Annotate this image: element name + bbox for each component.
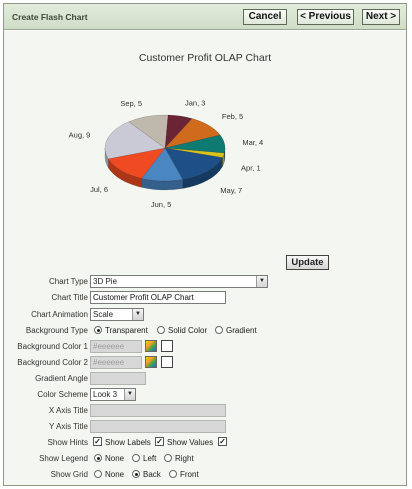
legend-right-radio[interactable] <box>164 454 172 462</box>
pie-slice <box>164 147 223 180</box>
grid-back-radio[interactable] <box>132 470 140 478</box>
color-swatch <box>161 340 173 352</box>
show-grid-label: Show Grid <box>50 470 88 479</box>
chart-animation-value: Scale <box>93 310 114 319</box>
show-hints-checkbox[interactable]: ✓ <box>93 437 102 446</box>
dropdown-arrow-icon: ▼ <box>256 276 267 287</box>
y-axis-title-input[interactable] <box>90 420 226 433</box>
slice-data-label: Apr, 1 <box>241 163 261 172</box>
show-labels-checkbox[interactable]: ✓ <box>155 437 164 446</box>
pie-slice <box>107 147 166 179</box>
legend-left-label: Left <box>143 454 157 463</box>
update-button[interactable]: Update <box>286 255 329 270</box>
chart-type-value: 3D Pie <box>93 277 118 286</box>
gradient-angle-input[interactable] <box>90 372 146 385</box>
color-picker-icon[interactable] <box>145 340 157 352</box>
background-color-1-input[interactable]: #eeeeee <box>90 340 142 353</box>
pie-slice <box>164 134 226 154</box>
legend-right-label: Right <box>175 454 194 463</box>
color-scheme-label: Color Scheme <box>37 390 88 399</box>
color-scheme-select[interactable]: Look 3 ▼ <box>90 388 136 401</box>
chart-title: Customer Profit OLAP Chart <box>138 52 272 64</box>
pie-slice <box>164 114 193 149</box>
wizard-header: Create Flash Chart Cancel < Previous Nex… <box>4 4 406 30</box>
background-color-1-label: Background Color 1 <box>17 342 88 351</box>
show-hints-label: Show Hints <box>47 438 88 447</box>
pie-slice <box>128 114 169 149</box>
show-values-checkbox[interactable]: ✓ <box>218 437 227 446</box>
next-button[interactable]: Next > <box>362 9 400 25</box>
show-labels-label: Show Labels <box>105 438 151 447</box>
dropdown-arrow-icon: ▼ <box>124 389 135 400</box>
chart-type-select[interactable]: 3D Pie ▼ <box>90 275 268 288</box>
chart-animation-label: Chart Animation <box>31 310 88 319</box>
grid-none-label: None <box>105 470 125 479</box>
slice-data-label: Jul, 6 <box>90 185 108 194</box>
background-transparent-radio[interactable] <box>94 326 102 334</box>
pie-slice <box>164 118 221 149</box>
slice-data-label: Mar, 4 <box>242 138 263 147</box>
background-solid-label: Solid Color <box>168 326 208 335</box>
chart-title-label: Chart Title <box>51 293 88 302</box>
background-gradient-label: Gradient <box>226 326 257 335</box>
dialog-title: Create Flash Chart <box>12 12 88 22</box>
wizard-content: Customer Profit OLAP Chart Jan, 3 Feb, 5 M… <box>4 31 406 485</box>
previous-button[interactable]: < Previous <box>297 9 354 25</box>
chart-title-input[interactable]: Customer Profit OLAP Chart <box>90 291 226 304</box>
x-axis-title-label: X Axis Title <box>48 406 88 415</box>
slice-data-label: Sep, 5 <box>120 99 142 108</box>
background-gradient-radio[interactable] <box>215 326 223 334</box>
pie-slice <box>141 147 184 182</box>
show-values-label: Show Values <box>167 438 214 447</box>
slice-data-label: May, 7 <box>220 186 242 195</box>
grid-back-label: Back <box>143 470 161 479</box>
color-swatch <box>161 356 173 368</box>
legend-none-radio[interactable] <box>94 454 102 462</box>
pie-slice <box>164 147 225 158</box>
show-legend-label: Show Legend <box>39 454 88 463</box>
grid-front-label: Front <box>180 470 199 479</box>
y-axis-title-label: Y Axis Title <box>49 422 88 431</box>
background-color-2-label: Background Color 2 <box>17 358 88 367</box>
chart-type-label: Chart Type <box>49 277 88 286</box>
grid-none-radio[interactable] <box>94 470 102 478</box>
background-transparent-label: Transparent <box>105 326 148 335</box>
grid-front-radio[interactable] <box>169 470 177 478</box>
cancel-button[interactable]: Cancel <box>243 9 287 25</box>
chart-animation-select[interactable]: Scale ▼ <box>90 308 144 321</box>
dropdown-arrow-icon: ▼ <box>132 309 143 320</box>
slice-data-label: Feb, 5 <box>222 112 243 121</box>
pie-chart: Jan, 3 Feb, 5 Mar, 4 Apr, 1 May, 7 Jun, 5 Jul,… <box>69 99 264 209</box>
pie-slice <box>104 121 166 160</box>
background-type-label: Background Type <box>25 326 88 335</box>
gradient-angle-label: Gradient Angle <box>35 374 88 383</box>
slice-data-label: Jan, 3 <box>185 99 205 108</box>
flash-chart-dialog: Create Flash Chart Cancel < Previous Nex… <box>3 3 407 486</box>
background-color-2-input[interactable]: #eeeeee <box>90 356 142 369</box>
slice-data-label: Aug, 9 <box>69 130 91 139</box>
background-solid-radio[interactable] <box>157 326 165 334</box>
slice-data-label: Jun, 5 <box>151 200 171 209</box>
legend-none-label: None <box>105 454 125 463</box>
x-axis-title-input[interactable] <box>90 404 226 417</box>
color-picker-icon[interactable] <box>145 356 157 368</box>
color-scheme-value: Look 3 <box>93 390 118 399</box>
legend-left-radio[interactable] <box>132 454 140 462</box>
